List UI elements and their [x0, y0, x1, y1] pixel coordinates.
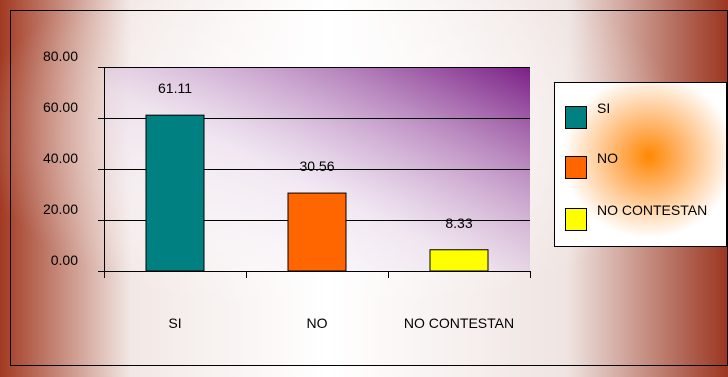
y-tick-label-4: 80.00: [43, 48, 78, 64]
legend-swatch-0: [565, 106, 587, 129]
legend-label-2: NO CONTESTAN: [597, 202, 707, 218]
x-tick-label-0: SI: [168, 315, 181, 331]
legend-swatch-2: [565, 208, 587, 231]
y-tick-label-1: 20.00: [43, 201, 78, 217]
y-tick-label-2: 40.00: [43, 150, 78, 166]
y-tick-label-0: 0.00: [51, 252, 78, 268]
data-label-1: 30.56: [299, 158, 334, 174]
legend-label-1: NO: [597, 150, 618, 166]
legend-label-0: SI: [597, 100, 610, 116]
legend-swatch-1: [565, 156, 587, 179]
x-tick-label-1: NO: [307, 315, 328, 331]
bar-no: [287, 192, 347, 272]
x-tick-labels: SI NO NO CONTESTAN: [168, 315, 514, 331]
data-labels: 61.11 30.56 8.33: [158, 80, 473, 231]
data-label-0: 61.11: [158, 80, 192, 96]
bars: [145, 114, 489, 272]
bar-no-contestan: [429, 249, 489, 272]
y-tick-label-3: 60.00: [43, 99, 78, 115]
legend: SI NO NO CONTESTAN: [554, 82, 727, 247]
y-tick-labels: 0.00 20.00 40.00 60.00 80.00: [43, 48, 78, 268]
data-label-2: 8.33: [445, 215, 472, 231]
x-tick-label-2: NO CONTESTAN: [404, 315, 514, 331]
bar-si: [145, 114, 205, 272]
